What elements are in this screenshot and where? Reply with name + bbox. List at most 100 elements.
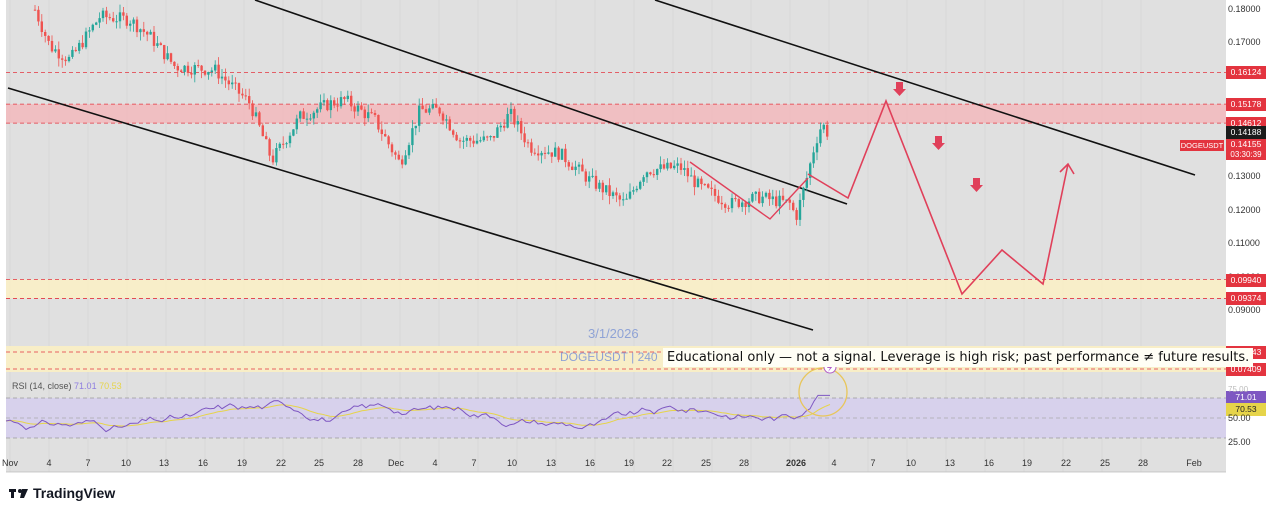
candle-body <box>316 109 319 113</box>
candle-body <box>506 113 509 128</box>
candle-body <box>33 9 37 11</box>
time-tick: 13 <box>545 458 557 468</box>
current-price-label: 0.14155 <box>1226 139 1266 150</box>
candle-body <box>282 143 285 145</box>
candle-body <box>543 152 547 154</box>
candle-body <box>183 65 186 72</box>
time-tick: 22 <box>661 458 673 468</box>
candle-body <box>809 163 812 179</box>
candle-body <box>44 32 47 36</box>
candle-body <box>540 152 543 156</box>
time-tick: 7 <box>85 458 91 468</box>
down-arrow-icon <box>970 178 983 192</box>
rsi-indicator-label[interactable]: RSI (14, close) 71.01 70.53 <box>12 381 122 391</box>
candle-body <box>438 107 441 114</box>
candle-body <box>241 93 244 96</box>
candle-body <box>666 162 669 169</box>
candle-body <box>547 152 550 154</box>
candle-body <box>37 9 40 22</box>
candle-body <box>659 164 662 170</box>
candle-body <box>805 178 808 188</box>
candle-body <box>676 163 679 166</box>
candle-body <box>516 121 519 125</box>
candle-body <box>380 129 383 135</box>
candle-body <box>220 76 224 79</box>
candle-body <box>343 97 346 100</box>
candle-body <box>326 100 329 111</box>
candle-body <box>268 139 271 156</box>
candle-body <box>703 184 706 186</box>
candle-body <box>679 163 683 170</box>
time-tick: 25 <box>700 458 712 468</box>
candle-body <box>520 121 523 134</box>
candle-body <box>67 56 71 62</box>
candle-body <box>71 49 74 57</box>
channel-lower-line <box>7 87 814 331</box>
candle-body <box>683 168 686 170</box>
price-level-label: 0.09940 <box>1226 273 1266 287</box>
projection <box>689 82 1075 296</box>
channel-mid-line <box>254 0 848 205</box>
candle-body <box>673 165 676 169</box>
candle-body <box>795 210 798 220</box>
candle-body <box>78 42 81 51</box>
time-tick: 10 <box>905 458 917 468</box>
candle-body <box>414 125 417 129</box>
candle-body <box>115 21 118 23</box>
time-tick: 7 <box>870 458 876 468</box>
candle-body <box>496 127 499 138</box>
candle-body <box>778 195 781 207</box>
candle-body <box>662 164 666 169</box>
candle-body <box>475 140 479 144</box>
candle-body <box>271 155 275 163</box>
candle-body <box>421 105 424 110</box>
candle-body <box>190 72 193 75</box>
candle-body <box>363 109 366 119</box>
candle-body <box>625 198 628 200</box>
price-tick: 0.09000 <box>1228 304 1261 315</box>
projection-arrowhead <box>1059 162 1075 175</box>
time-tick: 13 <box>158 458 170 468</box>
price-tick: 0.17000 <box>1228 37 1261 48</box>
candle-body <box>428 108 431 113</box>
rsi-level-75-partial: 75.00 <box>1228 385 1249 394</box>
candle-body <box>251 103 254 117</box>
candle-body <box>690 175 693 177</box>
candle-body <box>530 142 533 153</box>
candle-body <box>656 169 659 175</box>
candle-body <box>696 178 700 188</box>
candle-body <box>244 95 247 97</box>
candle-body <box>407 145 411 156</box>
candle-body <box>210 70 213 73</box>
candle-body <box>129 23 132 26</box>
candle-body <box>622 199 625 201</box>
time-tick: 22 <box>275 458 287 468</box>
rsi-highlight-circle <box>798 367 848 417</box>
candle-body <box>387 136 390 145</box>
candle-body <box>730 198 734 209</box>
candle-body <box>156 43 159 46</box>
candle-body <box>95 22 98 25</box>
candle-body <box>441 113 445 121</box>
candle-body <box>649 172 652 175</box>
candle-body <box>98 18 101 23</box>
rsi-level-25: 25.00 <box>1228 437 1251 447</box>
candle-body <box>642 177 645 182</box>
candle-body <box>333 100 336 106</box>
candle-body <box>489 135 492 138</box>
grid <box>9 0 1142 472</box>
candle-body <box>309 118 312 120</box>
time-tick: 4 <box>432 458 438 468</box>
candle-body <box>322 100 326 103</box>
tradingview-logo[interactable]: TradingView <box>33 485 116 501</box>
candle-body <box>639 181 642 189</box>
rsi-line <box>5 394 830 433</box>
candle-body <box>125 15 128 26</box>
candle-body <box>775 196 778 207</box>
candle-body <box>254 112 258 117</box>
candle-body <box>373 113 377 115</box>
candle-body <box>231 82 234 85</box>
candle-body <box>312 112 315 119</box>
candle-body <box>724 204 727 208</box>
